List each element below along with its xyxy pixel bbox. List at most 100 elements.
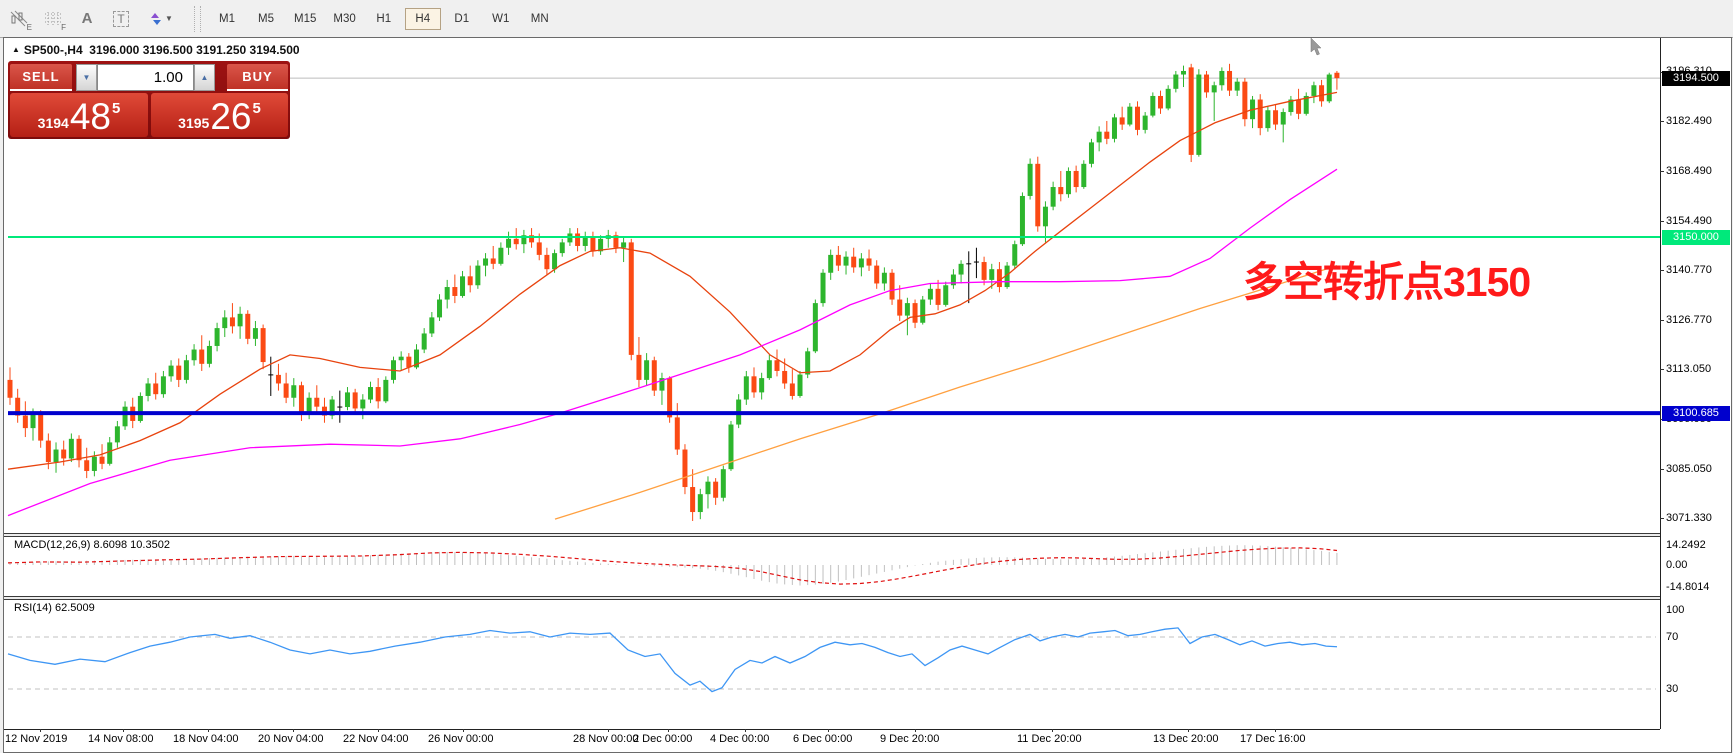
- axis-tick: [1660, 121, 1664, 122]
- time-axis-label: 28 Nov 00:00: [573, 733, 639, 745]
- one-click-trade-panel: SELL ▼ ▲ BUY 3194 48 5 3195 26 5: [8, 61, 290, 139]
- time-tick: [208, 729, 209, 732]
- price-axis-label: 3182.490: [1666, 114, 1712, 127]
- time-axis-label: 6 Dec 00:00: [793, 733, 853, 745]
- axis-tick: [1660, 270, 1664, 271]
- arrow-objects-icon[interactable]: ▼: [140, 5, 180, 33]
- timeframe-button-m15[interactable]: M15: [294, 12, 317, 25]
- indicator-axis-label: 70: [1666, 630, 1679, 643]
- timeframe-button-d1[interactable]: D1: [454, 12, 470, 25]
- price-badge-3194.500: 3194.500: [1662, 70, 1730, 86]
- price-axis-label: 3126.770: [1666, 313, 1712, 326]
- price-axis-label: 3113.050: [1666, 362, 1712, 375]
- sell-button[interactable]: SELL: [10, 64, 72, 91]
- panel-splitter[interactable]: [4, 533, 1660, 537]
- chevron-down-icon: ▼: [165, 14, 173, 23]
- up-arrow-icon: ▲: [12, 45, 20, 54]
- time-tick: [668, 729, 669, 732]
- macd-label: MACD(12,26,9) 8.6098 10.3502: [14, 539, 170, 551]
- macd-signal-line: [7, 547, 1338, 585]
- toolbar: E F A T ▼ M1 M5 M15 M30 H1 H4 D1 W1 MN: [0, 0, 1733, 38]
- price-axis-label: 3168.490: [1666, 164, 1712, 177]
- sell-price-fraction: 5: [111, 100, 121, 117]
- time-axis-label: 12 Nov 2019: [5, 733, 68, 745]
- volume-input[interactable]: [97, 64, 194, 91]
- indicator-axis-label: 30: [1666, 682, 1679, 695]
- timeframe-button-m5[interactable]: M5: [258, 12, 274, 25]
- time-tick: [608, 729, 609, 732]
- high-value: 3196.500: [142, 43, 193, 57]
- rsi-line: [7, 627, 1338, 693]
- ma-mid-magenta-line: [7, 168, 1338, 517]
- timeframe-button-h4[interactable]: H4: [404, 7, 441, 30]
- time-tick: [1188, 729, 1189, 732]
- chart-annotation-text: 多空转折点3150: [1243, 259, 1531, 305]
- low-value: 3191.250: [196, 43, 247, 57]
- timeframe-button-m1[interactable]: M1: [219, 12, 235, 25]
- toolbar-separator: [194, 5, 201, 32]
- timeframe-button-mn[interactable]: MN: [530, 12, 549, 25]
- sell-price-pips: 48: [69, 96, 111, 137]
- indicator-axis-label: -14.8014: [1666, 580, 1710, 593]
- time-tick: [915, 729, 916, 732]
- buy-button[interactable]: BUY: [227, 64, 288, 91]
- sell-price[interactable]: 3194 48 5: [10, 93, 148, 137]
- time-axis-label: 13 Dec 20:00: [1153, 733, 1219, 745]
- buy-price[interactable]: 3195 26 5: [151, 93, 288, 137]
- time-axis-label: 22 Nov 04:00: [343, 733, 409, 745]
- symbol-timeframe-label: SP500-,H4: [23, 43, 83, 57]
- axis-tick: [1660, 518, 1664, 519]
- price-axis-border: [1660, 38, 1661, 729]
- axis-tick: [1660, 171, 1664, 172]
- time-axis-label: 9 Dec 20:00: [880, 733, 940, 745]
- grid-icon[interactable]: F: [38, 5, 68, 33]
- time-axis-label: 4 Dec 00:00: [710, 733, 770, 745]
- time-axis-label: 20 Nov 04:00: [258, 733, 324, 745]
- price-badge-3150.000: 3150.000: [1662, 229, 1730, 245]
- macd-indicator-canvas[interactable]: [4, 537, 1660, 596]
- ma-slow-orange-line: [554, 264, 1338, 520]
- time-tick: [463, 729, 464, 732]
- text-box-icon[interactable]: T: [106, 5, 136, 33]
- volume-decrease-button[interactable]: ▼: [76, 64, 97, 91]
- time-axis-label: 26 Nov 00:00: [428, 733, 494, 745]
- timeframe-button-m30[interactable]: M30: [333, 12, 356, 25]
- indicator-axis-label: 100: [1666, 603, 1685, 616]
- macd-histogram: [9, 545, 1338, 586]
- time-axis-label: 2 Dec 00:00: [633, 733, 693, 745]
- price-axis-label: 3154.490: [1666, 214, 1712, 227]
- panel-splitter[interactable]: [4, 596, 1660, 600]
- candles-group: [7, 63, 1340, 521]
- time-tick: [1052, 729, 1053, 732]
- volume-increase-button[interactable]: ▲: [194, 64, 215, 91]
- text-label-icon[interactable]: A: [81, 10, 93, 27]
- rsi-label: RSI(14) 62.5009: [14, 602, 95, 614]
- axis-tick: [1660, 469, 1664, 470]
- time-axis-label: 14 Nov 08:00: [88, 733, 154, 745]
- symbol-header: ▲ SP500-,H4 3196.000 3196.500 3191.250 31…: [12, 43, 300, 57]
- buy-price-pips: 26: [210, 96, 252, 137]
- price-axis-label: 3140.770: [1666, 263, 1712, 276]
- timeframe-toolbar: M1 M5 M15 M30 H1 H4 D1 W1 MN: [209, 7, 561, 30]
- close-value: 3194.500: [249, 43, 300, 57]
- time-axis-border: [4, 729, 1660, 730]
- time-tick: [828, 729, 829, 732]
- time-axis-label: 11 Dec 20:00: [1017, 733, 1082, 745]
- new-chart-icon[interactable]: E: [4, 5, 34, 33]
- mouse-cursor-icon: [1310, 38, 1322, 56]
- indicator-axis-label: 0.00: [1666, 558, 1688, 571]
- timeframe-button-w1[interactable]: W1: [492, 12, 510, 25]
- chart-window: [3, 37, 1732, 753]
- time-axis-label: 18 Nov 04:00: [173, 733, 239, 745]
- time-tick: [378, 729, 379, 732]
- timeframe-button-h1[interactable]: H1: [376, 12, 392, 25]
- rsi-indicator-canvas[interactable]: [4, 600, 1660, 729]
- axis-tick: [1660, 369, 1664, 370]
- price-axis-label: 3085.050: [1666, 462, 1712, 475]
- time-tick: [123, 729, 124, 732]
- time-tick: [40, 729, 41, 732]
- buy-price-handle: 3195: [178, 115, 210, 131]
- buy-price-fraction: 5: [252, 100, 261, 117]
- price-badge-3100.685: 3100.685: [1662, 405, 1730, 421]
- axis-tick: [1660, 221, 1664, 222]
